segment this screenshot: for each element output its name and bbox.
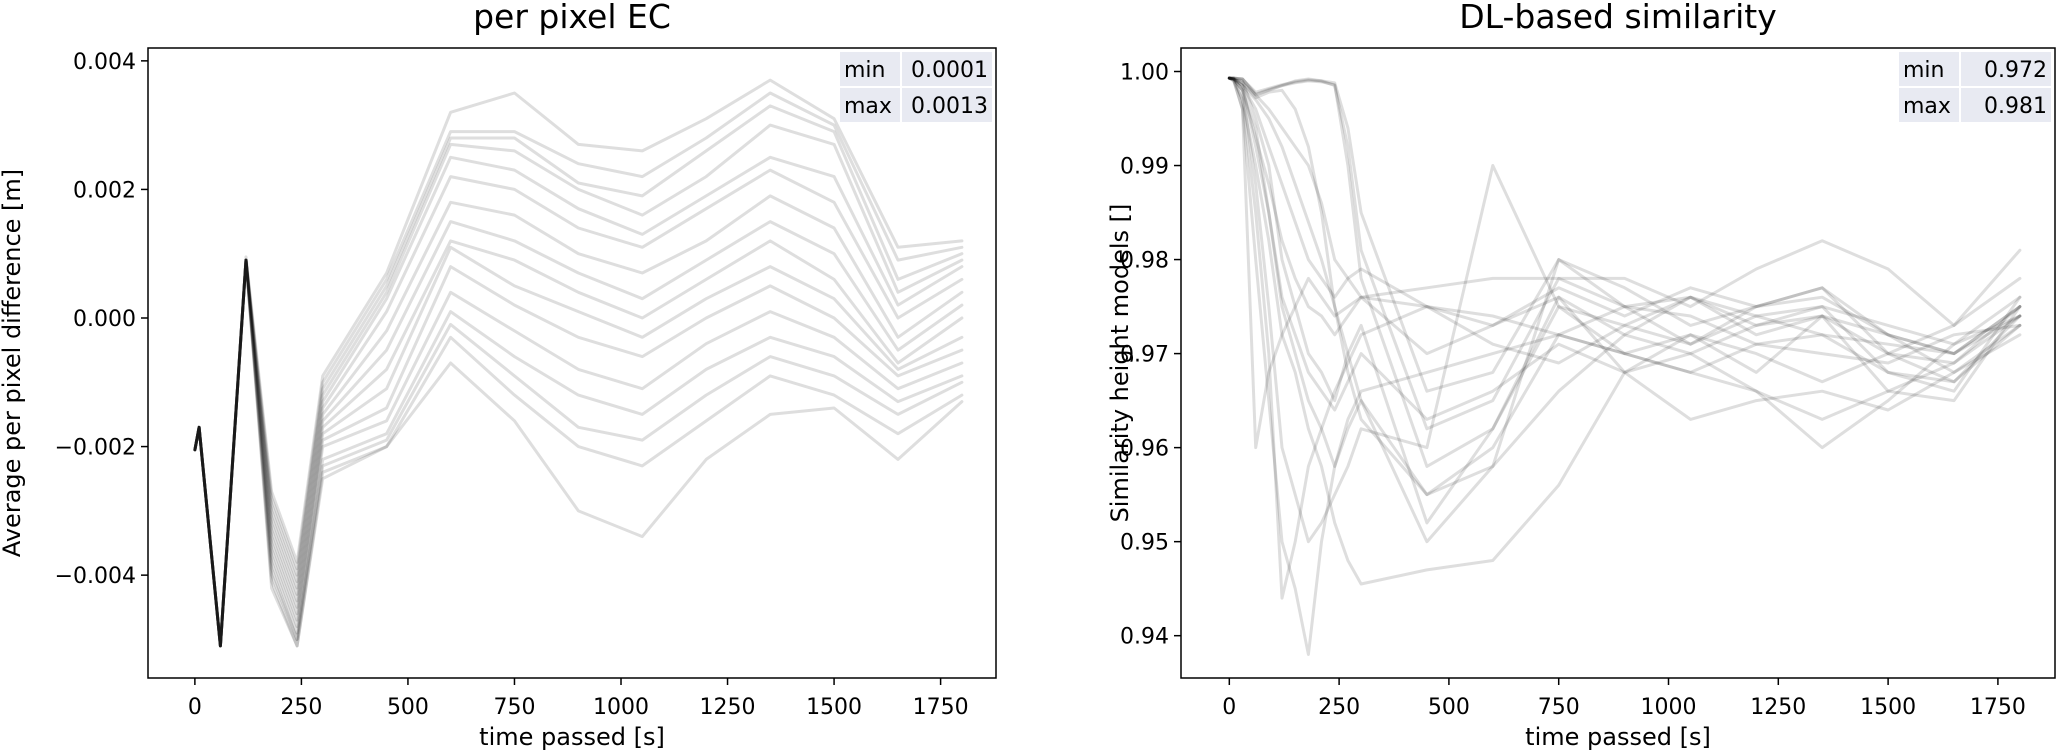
stats-label-cell bbox=[1899, 88, 1959, 122]
x-tick-label: 500 bbox=[1428, 695, 1470, 720]
series-line bbox=[193, 239, 964, 648]
x-tick-label: 250 bbox=[280, 695, 322, 720]
stats-value-cell bbox=[1961, 88, 2051, 122]
stats-label-cell bbox=[1899, 52, 1959, 86]
y-tick-label: 0.95 bbox=[1120, 531, 1169, 556]
series-line bbox=[1227, 76, 2022, 393]
series-line bbox=[1227, 76, 2022, 337]
series-line bbox=[193, 258, 964, 648]
y-tick-label: 0.99 bbox=[1120, 155, 1169, 180]
series-line bbox=[193, 168, 964, 648]
x-tick-label: 750 bbox=[1538, 695, 1580, 720]
series-line bbox=[1227, 76, 2022, 656]
series-line bbox=[193, 78, 964, 648]
series-line bbox=[1227, 76, 2022, 544]
x-tick-label: 1750 bbox=[1970, 695, 2026, 720]
series-line bbox=[1227, 76, 2022, 450]
x-tick-label: 0 bbox=[188, 695, 202, 720]
x-axis-label: time passed [s] bbox=[479, 723, 665, 751]
series-line bbox=[193, 245, 964, 648]
x-tick-label: 1250 bbox=[700, 695, 756, 720]
series-line bbox=[193, 155, 964, 648]
x-axis-label: time passed [s] bbox=[1525, 723, 1711, 751]
series-line bbox=[193, 258, 964, 648]
y-tick-label: −0.002 bbox=[55, 436, 136, 461]
x-tick-label: 1750 bbox=[913, 695, 969, 720]
y-tick-label: −0.004 bbox=[55, 564, 136, 589]
x-tick-label: 750 bbox=[493, 695, 535, 720]
y-tick-label: 0.96 bbox=[1120, 437, 1169, 462]
series-line bbox=[193, 258, 964, 648]
stats-value-cell bbox=[902, 52, 992, 86]
series-line bbox=[1227, 76, 2022, 544]
chart-per-pixel-ec: 0 250 500 750 1000 1250 1500 1750 0.004 0.002 0.00… bbox=[0, 0, 997, 751]
x-tick-label: 1000 bbox=[593, 695, 649, 720]
stats-value-cell bbox=[902, 88, 992, 122]
series-line bbox=[193, 123, 964, 648]
series-line bbox=[1227, 76, 2022, 497]
x-tick-label: 1500 bbox=[806, 695, 862, 720]
stats-value: 0.0013 bbox=[911, 94, 988, 119]
chart-title: per pixel EC bbox=[473, 0, 671, 36]
series-line bbox=[1227, 76, 2022, 421]
x-tick-label: 1000 bbox=[1641, 695, 1697, 720]
y-axis-label: Similarity height models [] bbox=[1106, 204, 1134, 523]
series-line bbox=[1227, 76, 2022, 468]
stats-label: min bbox=[844, 58, 886, 83]
series-line bbox=[193, 258, 964, 648]
x-tick-label: 1250 bbox=[1750, 695, 1806, 720]
stats-label: max bbox=[844, 94, 892, 119]
y-tick-label: 1.00 bbox=[1120, 61, 1169, 86]
x-tick-label: 0 bbox=[1222, 695, 1236, 720]
stats-value: 0.0001 bbox=[911, 58, 988, 83]
stats-table: min 0.972 max 0.981 bbox=[1899, 52, 2051, 122]
y-tick-label: 0.98 bbox=[1120, 249, 1169, 274]
chart-title: DL-based similarity bbox=[1459, 0, 1777, 36]
y-tick-label: 0.004 bbox=[73, 50, 136, 75]
stats-label: min bbox=[1903, 58, 1945, 83]
plot-frame bbox=[147, 47, 997, 679]
series-line bbox=[1227, 76, 2022, 374]
series-lines bbox=[193, 78, 964, 648]
plot-frame bbox=[1180, 47, 2056, 679]
chart-dl-based-similarity: 0 250 500 750 1000 1250 1500 1750 1.00 0.99 0.98 0.… bbox=[1106, 0, 2056, 751]
series-line bbox=[193, 194, 964, 648]
series-lines bbox=[1227, 76, 2022, 656]
series-line bbox=[1227, 76, 2022, 586]
series-line bbox=[193, 258, 964, 648]
x-tick-label: 250 bbox=[1318, 695, 1360, 720]
series-line bbox=[193, 220, 964, 648]
stats-value: 0.972 bbox=[1984, 58, 2047, 83]
series-line bbox=[1227, 76, 2022, 525]
y-tick-label: 0.97 bbox=[1120, 343, 1169, 368]
series-line bbox=[1227, 76, 2022, 450]
stats-value-cell bbox=[1961, 52, 2051, 86]
stats-label-cell bbox=[840, 52, 900, 86]
x-tick-label: 500 bbox=[387, 695, 429, 720]
series-line bbox=[1227, 76, 2022, 497]
series-line bbox=[1227, 76, 2022, 600]
series-line bbox=[193, 91, 964, 648]
stats-label-cell bbox=[840, 88, 900, 122]
stats-table: min 0.0001 max 0.0013 bbox=[840, 52, 992, 122]
series-line bbox=[193, 104, 964, 648]
stats-value: 0.981 bbox=[1984, 94, 2047, 119]
y-tick-label: 0.002 bbox=[73, 178, 136, 203]
y-tick-label: 0.000 bbox=[73, 307, 136, 332]
x-tick-label: 1500 bbox=[1860, 695, 1916, 720]
y-axis-label: Average per pixel difference [m] bbox=[0, 169, 26, 557]
series-line bbox=[193, 258, 964, 648]
y-tick-label: 0.94 bbox=[1120, 625, 1169, 650]
series-line bbox=[1227, 76, 2022, 431]
stats-label: max bbox=[1903, 94, 1951, 119]
